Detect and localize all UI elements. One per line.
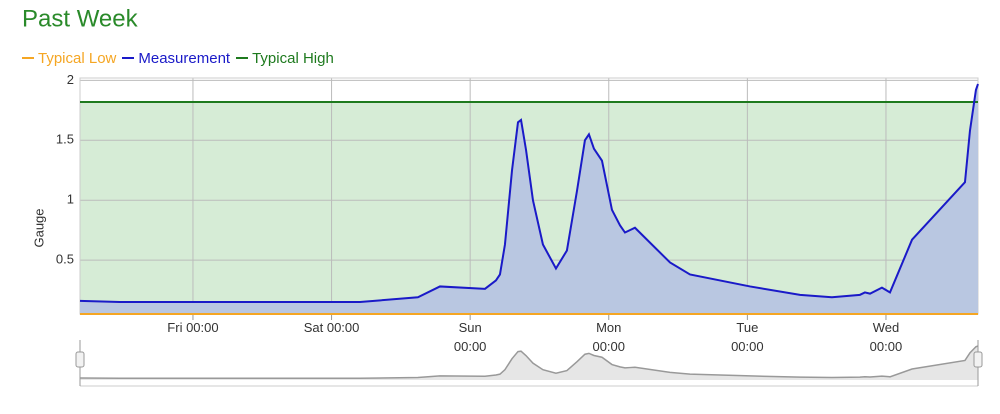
- y-tick-label: 1.5: [56, 132, 74, 147]
- x-tick-label: Sat 00:00: [303, 320, 360, 335]
- legend-label: Typical Low: [38, 50, 117, 67]
- navigator-handle[interactable]: [973, 351, 983, 368]
- measurement-line: [79, 83, 979, 304]
- legend-item[interactable]: Typical High: [236, 50, 334, 67]
- y-axis-label: Gauge: [31, 208, 46, 247]
- legend-item[interactable]: Typical Low: [22, 50, 116, 67]
- x-tick-label: Sun 00:00: [453, 320, 487, 354]
- legend-swatch: [122, 57, 135, 59]
- x-tick-label: Fri 00:00: [167, 320, 219, 335]
- legend-label: Typical High: [252, 50, 334, 67]
- x-tick-label: Tue 00:00: [731, 320, 764, 354]
- y-tick-label: 0.5: [56, 252, 74, 267]
- legend-label: Measurement: [138, 50, 231, 67]
- measurement-area: [80, 83, 978, 315]
- x-tick-label: Wed 00:00: [869, 320, 903, 354]
- navigator-handle[interactable]: [75, 351, 85, 368]
- y-tick-label: 1: [67, 192, 74, 207]
- x-tick-label: Mon 00:00: [592, 320, 626, 354]
- chart-title: Past Week: [22, 5, 139, 32]
- legend-swatch: [236, 57, 249, 59]
- legend-item[interactable]: Measurement: [122, 50, 230, 67]
- legend: Typical Low Measurement Typical High: [22, 50, 340, 67]
- y-tick-label: 2: [67, 72, 74, 87]
- navigator-area: [80, 345, 978, 380]
- legend-swatch: [22, 57, 34, 59]
- navigator-line: [79, 345, 979, 379]
